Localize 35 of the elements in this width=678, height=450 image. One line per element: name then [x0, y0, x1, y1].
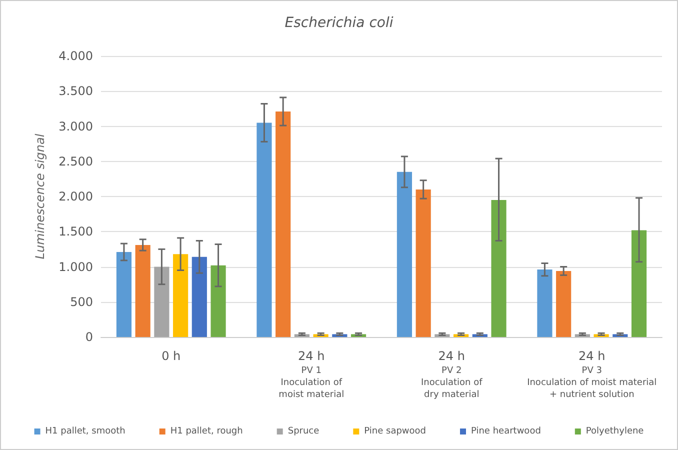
x-tick-label: 24 h PV 2 Inoculation of dry material: [420, 349, 484, 400]
bar: [192, 256, 207, 337]
y-tick-label: 4.000: [58, 49, 93, 63]
legend-label: H1 pallet, smooth: [45, 426, 126, 436]
y-tick-label: 500: [70, 294, 93, 309]
bar: [173, 254, 188, 337]
y-tick-label: 3.000: [58, 119, 93, 134]
bar: [556, 270, 572, 337]
bar: [256, 122, 272, 337]
bar: [537, 270, 552, 337]
y-tick-label: 2.500: [58, 154, 93, 168]
bar: [396, 172, 412, 337]
bar: [135, 244, 150, 337]
y-tick-label: 0: [85, 330, 93, 344]
chart-title: Escherichia coli: [284, 15, 394, 31]
y-tick-label: 2.000: [58, 190, 93, 204]
bar: [154, 266, 170, 337]
bar: [416, 189, 431, 337]
x-tick-label: 0 h: [162, 349, 181, 363]
bar: [210, 265, 226, 337]
legend-label: H1 pallet, rough: [170, 426, 243, 436]
x-tick-label: 24 h PV 1 Inoculation of moist material: [278, 349, 344, 400]
y-tick-label: 1.500: [58, 224, 93, 239]
y-tick-label: 1.000: [58, 260, 93, 274]
legend-label: Pine sapwood: [364, 426, 426, 436]
y-axis-title: Luminescence signal: [33, 133, 47, 260]
legend-label: Pine heartwood: [471, 426, 541, 436]
bar: [491, 200, 506, 337]
y-tick-label: 3.500: [58, 84, 93, 98]
bar: [116, 252, 132, 337]
bar: [631, 230, 647, 337]
legend-label: Spruce: [288, 426, 320, 436]
bar: [276, 112, 291, 337]
legend-label: Polyethylene: [586, 426, 644, 436]
x-tick-label: 24 h PV 3 Inoculation of moist material + nutrient solution: [527, 349, 657, 400]
